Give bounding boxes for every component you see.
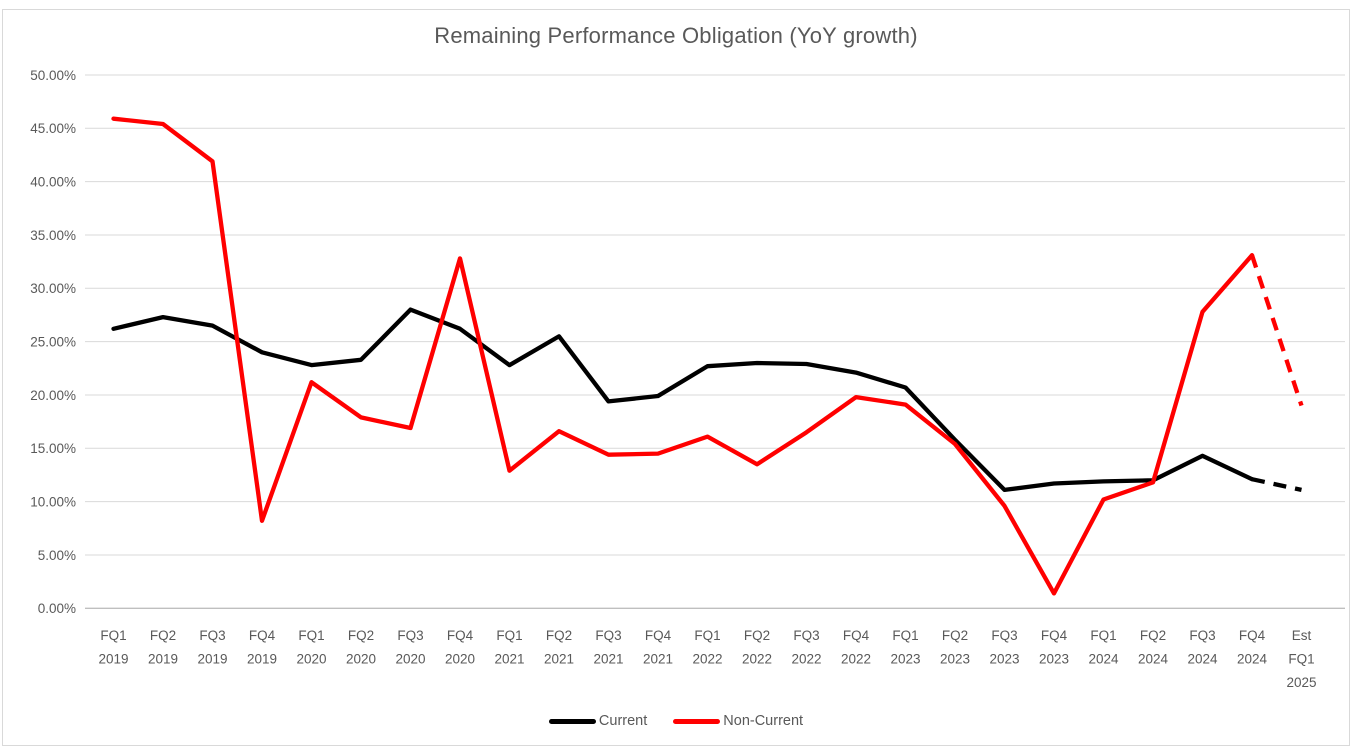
chart-legend: Current Non-Current [0, 708, 1352, 734]
x-axis-category-label: FQ2 2022 [742, 628, 772, 667]
x-axis-category-label: FQ3 2023 [989, 628, 1019, 667]
legend-item-current: Current [548, 713, 648, 729]
non-current-series-forecast-dashed-line [1249, 254, 1304, 407]
y-axis-tick-label: 50.00% [30, 68, 76, 83]
x-axis-category-label: FQ4 2022 [841, 628, 871, 667]
non-current-line-swatch [673, 718, 721, 724]
x-axis-category-label: FQ1 2023 [890, 628, 920, 667]
x-axis-category-label: FQ2 2023 [940, 628, 970, 667]
y-axis-tick-label: 15.00% [30, 441, 76, 456]
x-axis-category-label: FQ3 2024 [1187, 628, 1218, 667]
x-axis-category-label: FQ3 2022 [791, 628, 821, 667]
y-axis-tick-label: 5.00% [38, 548, 76, 563]
x-axis-category-label: FQ4 2019 [247, 628, 277, 667]
x-axis-category-label: FQ1 2024 [1088, 628, 1119, 667]
current-series-line [111, 307, 1255, 493]
x-axis-category-label: FQ2 2019 [148, 628, 178, 667]
y-axis-tick-label: 25.00% [30, 334, 76, 349]
x-axis-category-label: FQ4 2021 [643, 628, 673, 667]
x-axis-category-label: FQ1 2021 [494, 628, 524, 667]
x-axis-category-label: FQ1 2019 [98, 628, 128, 667]
y-axis-tick-label: 30.00% [30, 281, 76, 296]
current-line-swatch [548, 718, 596, 724]
x-axis-category-label: FQ4 2020 [445, 628, 475, 667]
x-axis-category-label: FQ3 2019 [197, 628, 227, 667]
y-axis-tick-label: 10.00% [30, 494, 76, 509]
x-axis-category-label: FQ3 2020 [395, 628, 425, 667]
x-axis-category-label: FQ2 2021 [544, 628, 574, 667]
y-axis-tick-label: 45.00% [30, 121, 76, 136]
x-axis-category-label: FQ3 2021 [593, 628, 623, 667]
y-axis-tick-label: 0.00% [38, 601, 76, 616]
x-axis-category-label: FQ2 2020 [346, 628, 376, 667]
x-axis-category-label: Est FQ1 2025 [1286, 628, 1316, 690]
x-axis-category-label: FQ2 2024 [1138, 628, 1169, 667]
y-axis-tick-label: 20.00% [30, 388, 76, 403]
legend-item-non-current: Non-Current [673, 713, 803, 729]
x-axis-category-label: FQ4 2023 [1039, 628, 1069, 667]
x-axis-category-label: FQ1 2022 [692, 628, 722, 667]
y-axis-tick-label: 35.00% [30, 228, 76, 243]
y-axis-tick-label: 40.00% [30, 174, 76, 189]
legend-label-non-current: Non-Current [723, 713, 804, 729]
chart-outer-border [2, 9, 1350, 746]
legend-label-current: Current [598, 713, 648, 729]
x-axis-category-label: FQ4 2024 [1237, 628, 1268, 667]
current-series-forecast-dashed-line [1251, 477, 1302, 493]
x-axis-category-label: FQ1 2020 [296, 628, 326, 667]
chart-title: Remaining Performance Obligation (YoY gr… [434, 23, 918, 48]
non-current-series-line [111, 116, 1255, 596]
